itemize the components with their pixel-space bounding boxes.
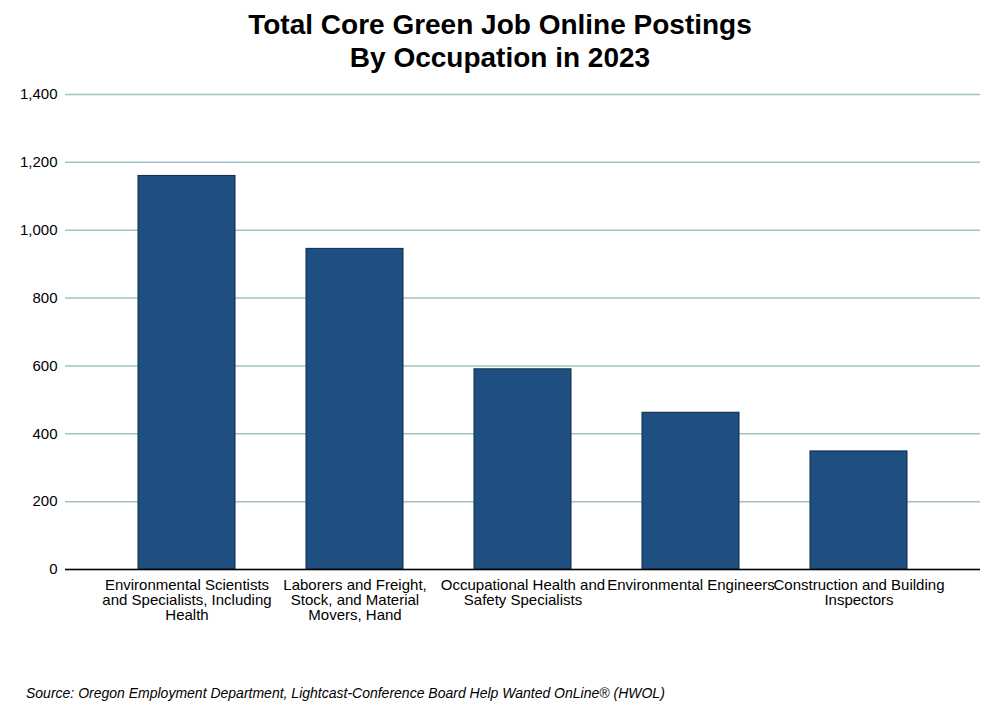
svg-text:0: 0 (49, 560, 57, 577)
svg-text:1,400: 1,400 (20, 85, 58, 102)
svg-text:Occupational Health andSafety: Occupational Health andSafety Specialist… (441, 576, 605, 608)
svg-text:Construction and BuildingInspe: Construction and BuildingInspectors (774, 576, 945, 608)
svg-text:1,200: 1,200 (20, 153, 58, 170)
svg-text:Laborers and Freight,Stock, an: Laborers and Freight,Stock, and Material… (283, 576, 426, 623)
svg-text:200: 200 (32, 492, 57, 509)
svg-text:Environmental Scientistsand Sp: Environmental Scientistsand Specialists,… (102, 576, 271, 623)
html-text:Source: Oregon Employment Depa: Source: Oregon Employment Department, Li… (26, 685, 665, 701)
svg-text:Environmental Engineers: Environmental Engineers (607, 576, 775, 593)
svg-text:800: 800 (32, 289, 57, 306)
svg-text:1,000: 1,000 (20, 221, 58, 238)
html-text:Total Core Green Job Online Po: Total Core Green Job Online Postings By … (248, 9, 752, 73)
svg-text:400: 400 (32, 425, 57, 442)
svg-text:600: 600 (32, 357, 57, 374)
